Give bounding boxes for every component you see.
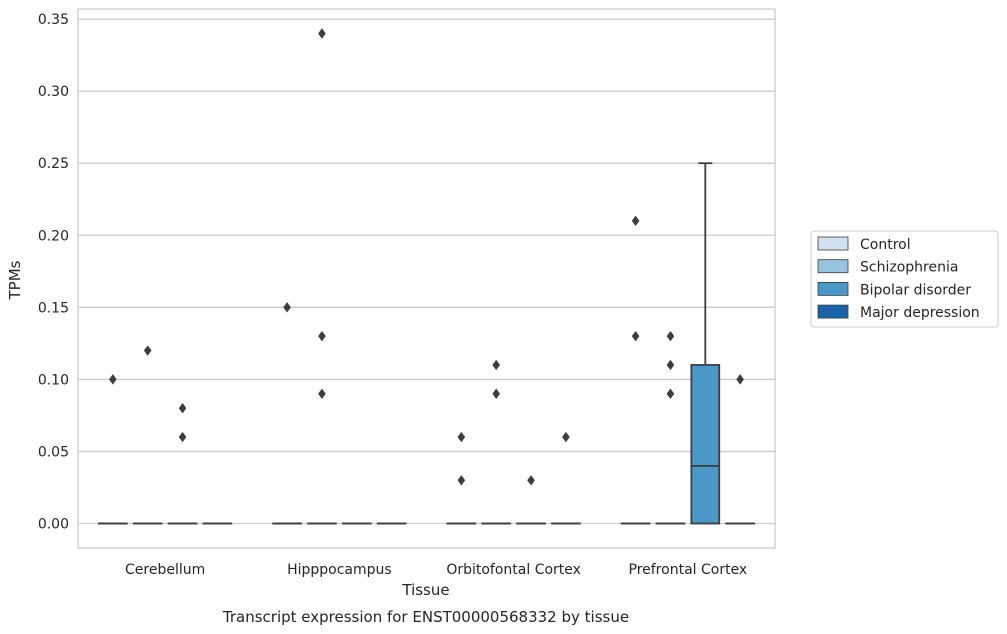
box-group [620,215,651,525]
box-layer [98,28,755,525]
y-tick-label: 0.25 [38,156,69,172]
x-tick-label: Hipppocampus [287,562,392,578]
plot-area-frame [77,8,776,549]
outlier-point [527,475,535,486]
legend-swatch [817,281,849,296]
box-group [272,302,302,525]
outlier-point [457,431,466,443]
legend-swatch [817,259,849,274]
y-tick-labels: 0.00 0.05 0.10 0.15 0.20 0.25 0.30 0.35 [38,12,69,532]
outlier-point [109,374,117,385]
y-tick-label: 0.05 [38,444,69,460]
box-group [167,403,198,525]
legend-label: Major depression [860,305,980,321]
box-group [98,374,128,525]
y-tick-label: 0.20 [38,228,69,244]
x-tick-label: Orbitofontal Cortex [446,562,581,578]
outlier-point [631,330,640,342]
legend: Control Schizophrenia Bipolar disorder Majo… [810,230,999,328]
x-tick-label: Prefrontal Cortex [629,562,748,578]
legend-label: Control [860,237,911,253]
outlier-point [736,374,744,385]
box-group [551,431,581,525]
box-group [307,28,337,525]
box-group [446,431,477,525]
grid-lines [78,18,775,525]
outlier-point [283,302,291,313]
y-tick-label: 0.30 [38,84,69,100]
x-tick-label: Cerebellum [125,562,205,578]
outlier-point [492,388,500,399]
outlier-point [318,388,326,399]
legend-swatch [817,304,849,319]
outlier-point [562,431,570,443]
outlier-point [631,215,640,227]
legend-label: Schizophrenia [860,260,958,276]
box [690,364,721,525]
outlier-point [666,388,675,399]
box-group [655,330,686,525]
legend-swatch [817,236,849,251]
outlier-point [318,330,326,342]
outlier-point [666,359,675,371]
outlier-point [178,403,187,414]
y-tick-label: 0.00 [38,517,69,533]
box-group [516,475,546,525]
outlier-point [666,330,675,342]
x-tick-labels: Cerebellum Hipppocampus Orbitofontal Corte… [125,562,747,578]
outlier-point [178,431,187,443]
y-tick-label: 0.15 [38,300,69,316]
y-tick-label: 0.10 [38,372,69,388]
outlier-point [143,345,152,356]
box-group [690,162,721,525]
legend-frame [810,230,999,328]
x-axis-label: Tissue [401,581,449,599]
box-group [725,374,755,525]
legend-label: Bipolar disorder [860,282,971,298]
outlier-point [457,475,466,486]
outlier-point [318,28,326,39]
outlier-point [492,359,500,371]
box-group [132,345,163,525]
box-group [481,359,512,525]
chart-caption: Transcript expression for ENST0000056833… [222,608,629,626]
y-axis-label: TPMs [6,260,24,300]
y-tick-label: 0.35 [38,12,69,28]
